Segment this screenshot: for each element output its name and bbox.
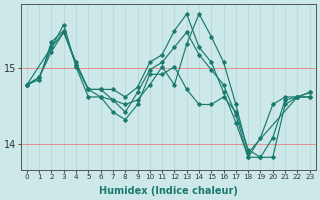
X-axis label: Humidex (Indice chaleur): Humidex (Indice chaleur) — [99, 186, 238, 196]
